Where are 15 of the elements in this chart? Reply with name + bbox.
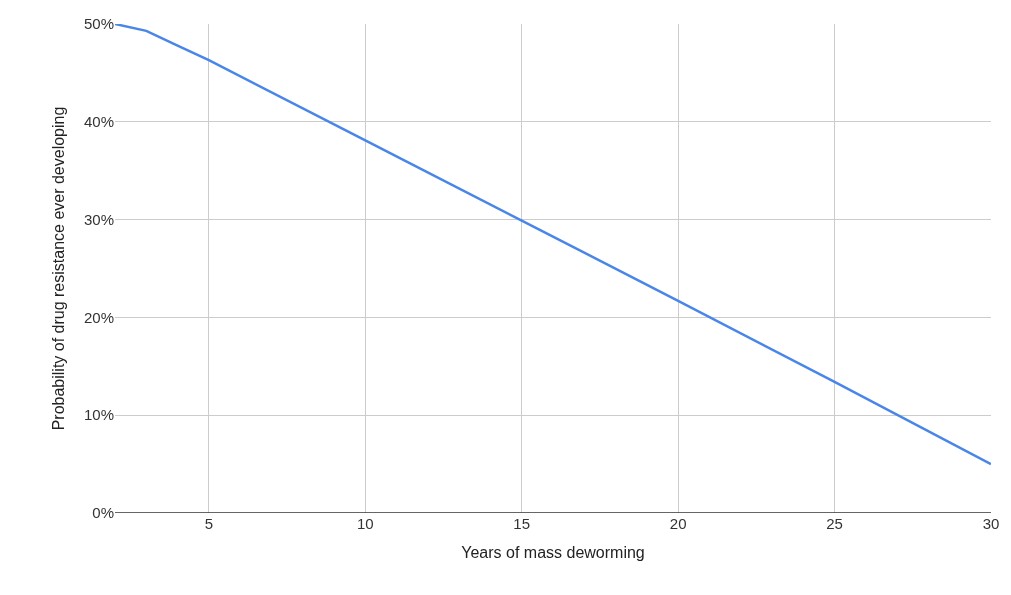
y-tick-label: 50%: [83, 15, 114, 33]
x-tick-label: 15: [513, 515, 531, 532]
y-tick-label: 10%: [83, 406, 114, 424]
x-tick-label: 30: [982, 515, 1000, 532]
y-tick-label: 30%: [83, 210, 114, 228]
x-axis-title: Years of mass deworming: [461, 543, 645, 561]
y-axis-title: Probability of drug resistance ever developing: [49, 106, 67, 431]
y-tick-label: 20%: [83, 308, 114, 326]
y-tick-label: 40%: [83, 113, 114, 131]
x-tick-label: 10: [356, 515, 374, 532]
x-tick-label: 25: [826, 515, 843, 532]
x-tick-label: 5: [204, 515, 214, 532]
x-tick-label: 20: [669, 515, 687, 532]
line-series: [115, 24, 991, 466]
y-tick-label: 0%: [92, 504, 114, 522]
